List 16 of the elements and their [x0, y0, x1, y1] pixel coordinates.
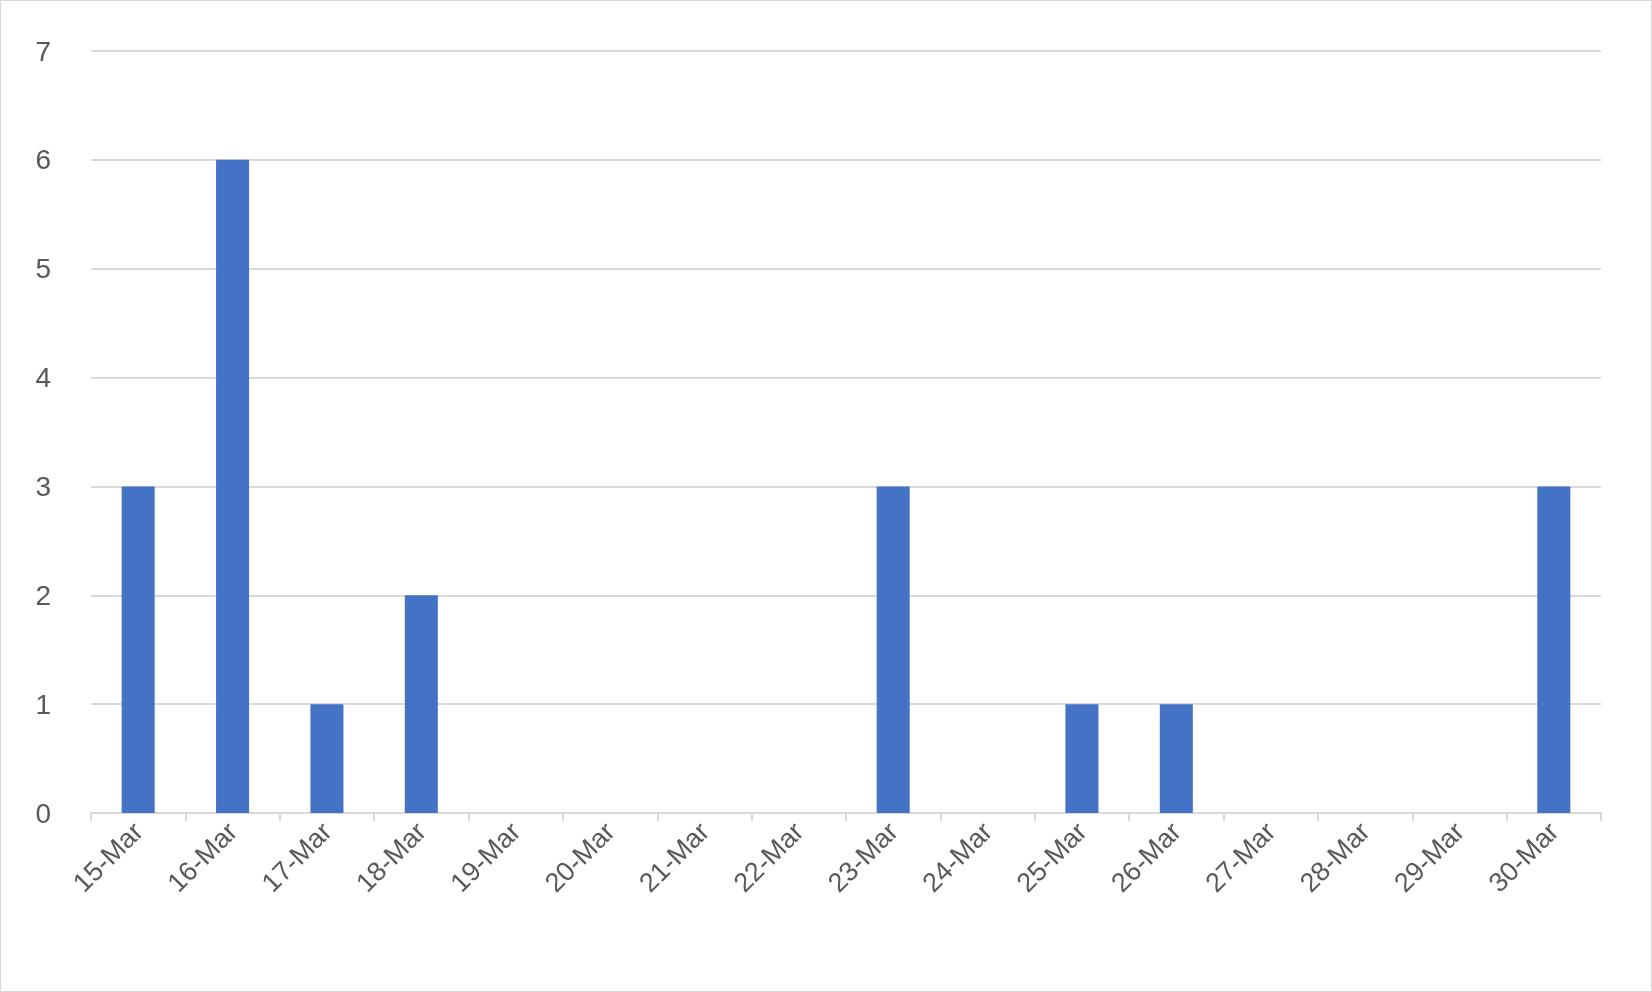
y-tick-label: 5	[35, 253, 51, 285]
bar	[876, 486, 910, 813]
y-tick-label: 7	[35, 35, 51, 67]
bar	[1537, 486, 1571, 813]
y-tick-label: 1	[35, 688, 51, 720]
bar	[310, 704, 344, 813]
y-tick-label: 2	[35, 579, 51, 611]
bar	[121, 486, 155, 813]
y-tick-label: 0	[35, 797, 51, 829]
y-tick-label: 3	[35, 470, 51, 502]
bar	[404, 595, 438, 813]
y-tick-label: 4	[35, 362, 51, 394]
bar	[216, 159, 250, 813]
bar	[1065, 704, 1099, 813]
y-tick-label: 6	[35, 144, 51, 176]
bar	[1159, 704, 1193, 813]
